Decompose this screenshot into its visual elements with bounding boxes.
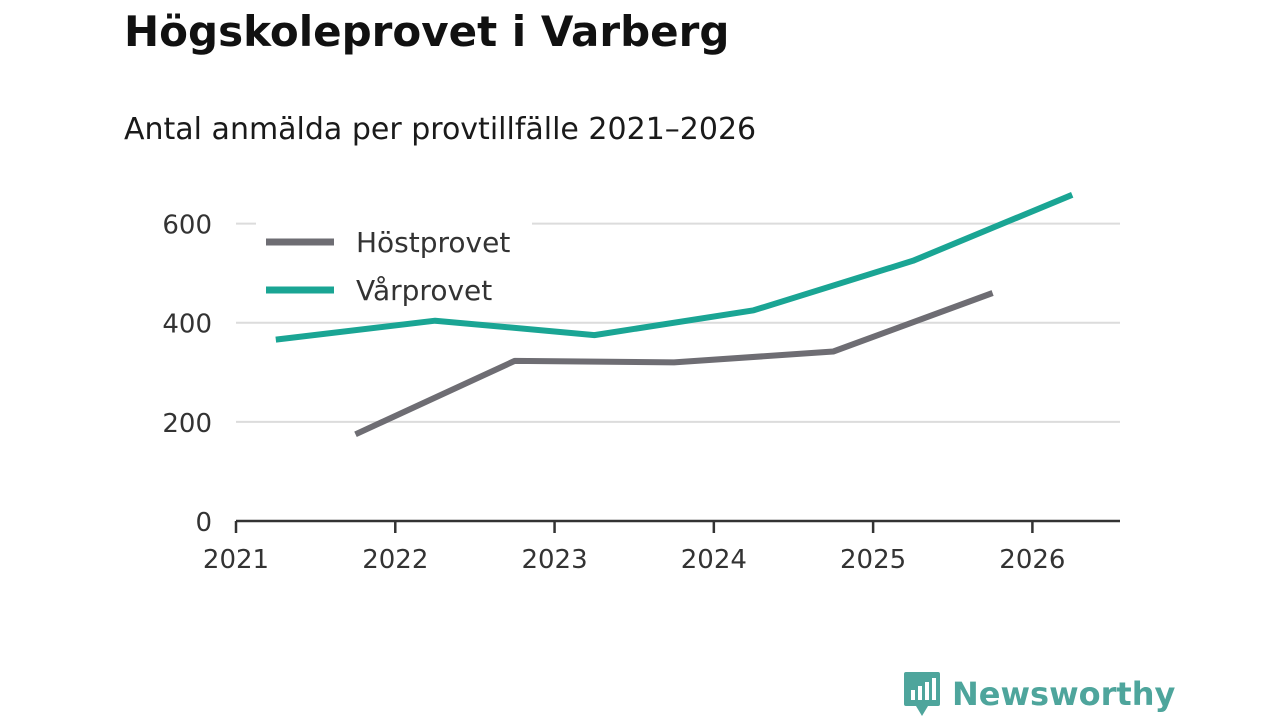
newsworthy-logo: Newsworthy <box>902 670 1175 718</box>
chart-title: Högskoleprovet i Varberg <box>124 7 730 56</box>
series-line-hostprovet <box>354 290 994 438</box>
legend-label: Vårprovet <box>356 274 492 307</box>
series-line-varprovet <box>275 192 1074 343</box>
y-tick-label: 0 <box>195 508 212 538</box>
newsworthy-logo-icon <box>904 672 940 716</box>
y-tick-label: 400 <box>162 310 212 340</box>
legend-label: Höstprovet <box>356 226 510 259</box>
x-tick-label: 2023 <box>521 545 587 575</box>
newsworthy-logo-text: Newsworthy <box>952 675 1176 713</box>
x-tick-label: 2024 <box>681 545 747 575</box>
y-tick-label: 600 <box>162 211 212 241</box>
x-tick-label: 2025 <box>840 545 906 575</box>
line-chart: 0 200 400 600 2021 2022 2023 2024 2025 2026 Höstpr… <box>162 192 1120 575</box>
chart-subtitle: Antal anmälda per provtillfälle 2021–202… <box>124 112 757 147</box>
y-tick-label: 200 <box>162 409 212 439</box>
x-tick-label: 2026 <box>999 545 1065 575</box>
x-tick-label: 2022 <box>362 545 428 575</box>
legend-box <box>256 219 532 315</box>
x-tick-label: 2021 <box>203 545 269 575</box>
